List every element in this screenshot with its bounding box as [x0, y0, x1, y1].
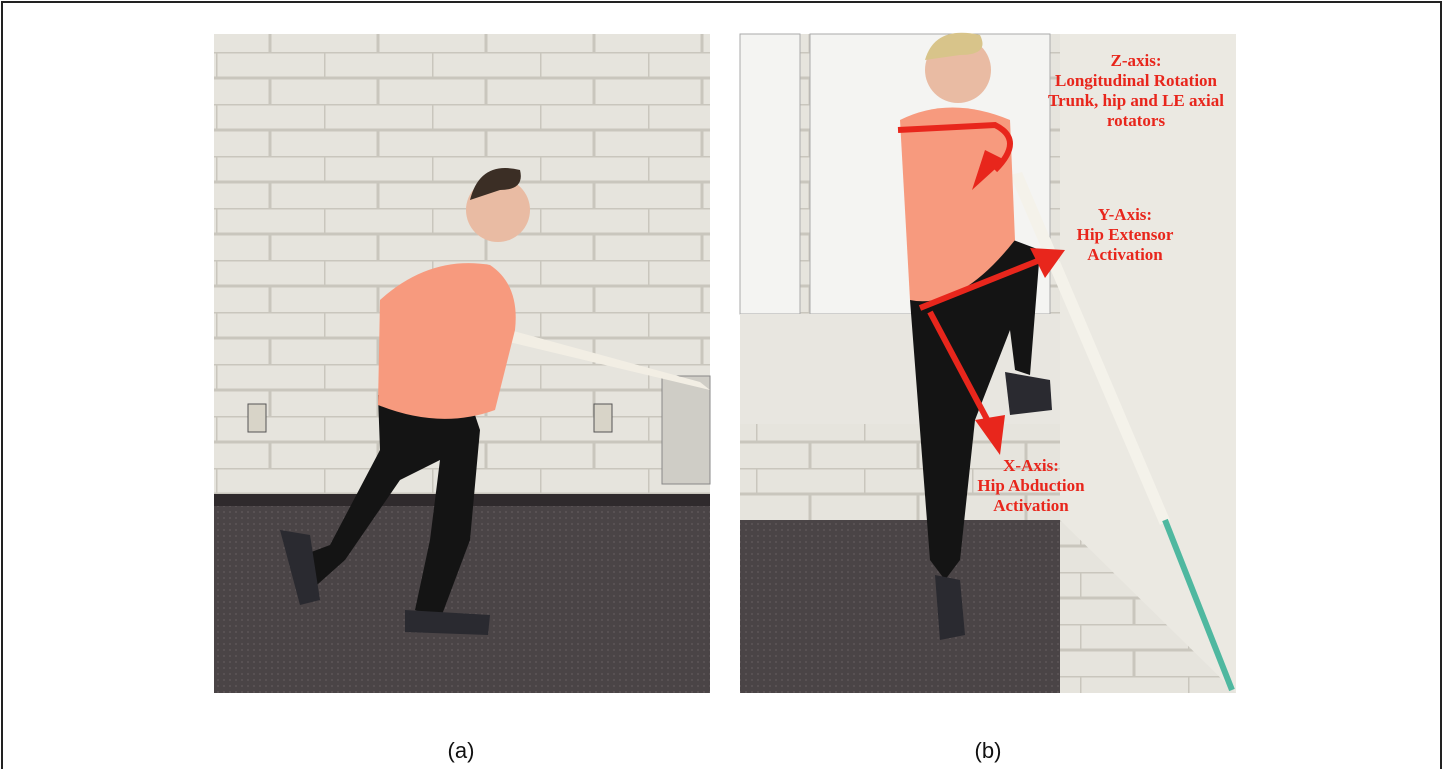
axis-annotation: Hip Abduction [977, 476, 1085, 495]
axis-annotation: Hip Extensor [1077, 225, 1174, 244]
axis-annotation: Activation [993, 496, 1069, 515]
axis-annotation: Activation [1087, 245, 1163, 264]
photo-a [214, 34, 711, 693]
panel-label: (a) [448, 738, 475, 763]
axis-annotation: Longitudinal Rotation [1055, 71, 1218, 90]
axis-annotation: Z-axis: [1111, 51, 1162, 70]
panel-label: (b) [975, 738, 1002, 763]
photo-b [739, 32, 1236, 693]
axis-annotation: Trunk, hip and LE axial [1048, 91, 1224, 110]
axis-annotation: Y-Axis: [1098, 205, 1152, 224]
axis-arrows [897, 121, 1065, 455]
axis-annotation: rotators [1107, 111, 1166, 130]
axis-annotation: X-Axis: [1003, 456, 1059, 475]
